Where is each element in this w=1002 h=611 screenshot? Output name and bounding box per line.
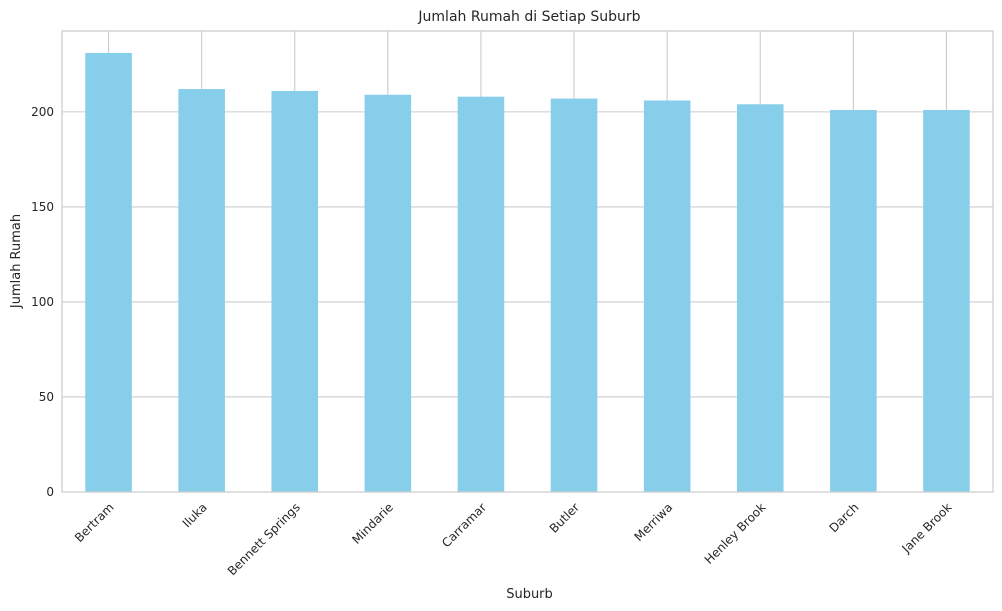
y-tick-label-200: 200: [31, 105, 54, 119]
x-axis-label: Suburb: [506, 587, 553, 602]
axes-spines: [61, 30, 994, 493]
bar-bertram: [85, 52, 132, 492]
bar-butler: [550, 98, 598, 492]
bar-iluka: [178, 89, 225, 493]
bar-merriwa: [643, 100, 691, 492]
axes-frame: [61, 30, 994, 493]
bar-henley-brook: [736, 104, 784, 492]
bar-carramar: [457, 96, 505, 492]
chart-title: Jumlah Rumah di Setiap Suburb: [417, 9, 640, 25]
y-tick-label-100: 100: [31, 295, 54, 309]
bar-darch: [830, 109, 877, 492]
y-tick-label-150: 150: [31, 200, 54, 214]
bars: [85, 52, 970, 493]
y-tick-label-50: 50: [39, 390, 54, 404]
y-axis-ticks: 0 50 100 150 200: [31, 105, 54, 499]
y-tick-label-0: 0: [46, 485, 54, 499]
bar-jane-brook: [923, 109, 970, 492]
bar-bennett-springs: [271, 90, 319, 493]
y-axis-label: Jumlah Rumah: [9, 214, 24, 309]
bar-mindarie: [364, 94, 412, 492]
